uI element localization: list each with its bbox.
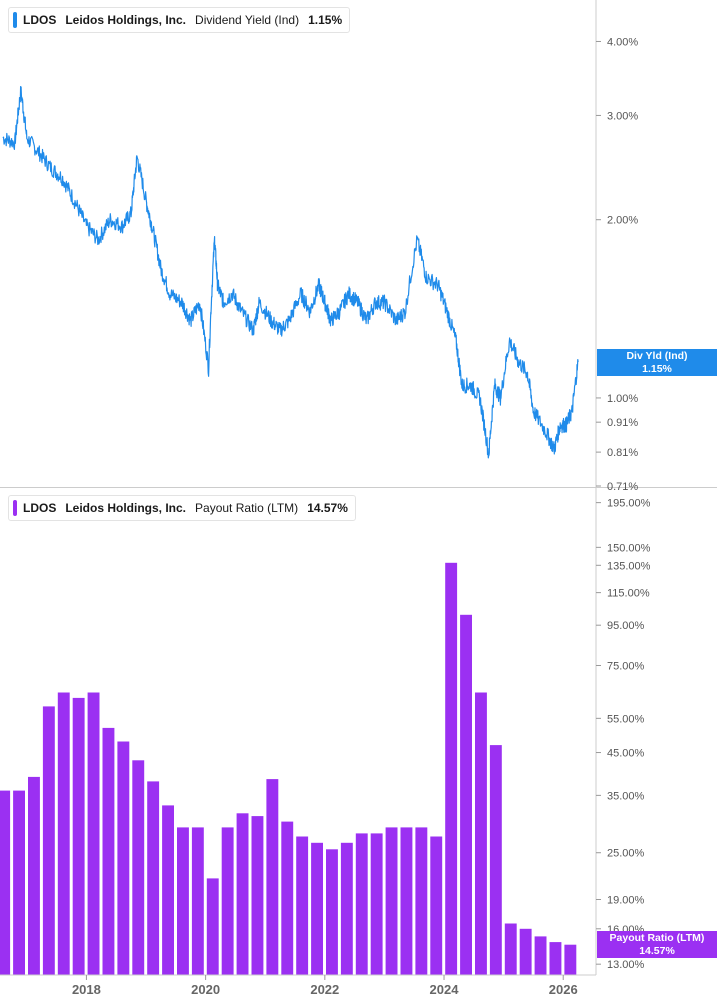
y-tick-label: 19.00% (607, 894, 645, 906)
payout-bar (504, 923, 517, 975)
y-tick-label: 1.00% (607, 393, 638, 405)
payout-bar (162, 805, 174, 975)
payout-bar (57, 692, 70, 975)
yield-panel (2, 86, 579, 459)
payout-bar (355, 833, 368, 975)
payout-bar (206, 878, 219, 975)
payout-bar (430, 836, 443, 975)
payout-bar (191, 827, 204, 975)
x-tick-label: 2024 (430, 982, 460, 997)
legend-metric: Payout Ratio (LTM) (195, 501, 299, 515)
payout-bar (370, 833, 383, 975)
payout-bar (72, 697, 85, 975)
x-tick-label: 2020 (191, 982, 220, 997)
payout-bar (117, 741, 130, 975)
payout-bar (534, 936, 547, 975)
legend-value: 1.15% (308, 13, 343, 27)
payout-bar (266, 779, 279, 975)
payout-bar (519, 928, 532, 975)
y-tick-label: 55.00% (607, 713, 645, 725)
payout-panel (0, 562, 577, 975)
x-tick-label: 2022 (310, 982, 339, 997)
y-tick-label: 3.00% (607, 110, 638, 122)
y-tick-label: 35.00% (607, 790, 645, 802)
y-tick-label: 75.00% (607, 660, 645, 672)
y-tick-label: 2.00% (607, 215, 638, 227)
payout-bar (400, 827, 413, 975)
payout-bar (385, 827, 398, 975)
payout-bar (42, 706, 55, 975)
legend-company: Leidos Holdings, Inc. (65, 501, 187, 515)
x-tick-label: 2018 (72, 982, 101, 997)
payout-bar (460, 614, 472, 975)
payout-bar (236, 813, 249, 975)
legend-company: Leidos Holdings, Inc. (65, 13, 187, 27)
tag-value: 1.15% (642, 362, 672, 375)
payout-bar (340, 842, 353, 975)
y-tick-label: 0.91% (607, 417, 638, 429)
current-yield-tag: Div Yld (Ind) 1.15% (597, 349, 717, 376)
payout-bar (489, 745, 502, 975)
legend-payout-ratio[interactable]: LDOS Leidos Holdings, Inc. Payout Ratio … (8, 495, 356, 521)
payout-bar (0, 790, 11, 975)
current-payout-tag: Payout Ratio (LTM) 14.57% (597, 931, 717, 958)
y-tick-label: 45.00% (607, 748, 645, 760)
y-tick-label: 95.00% (607, 620, 645, 632)
payout-bar (296, 836, 309, 975)
payout-bar (564, 944, 577, 975)
dividend-yield-line (2, 86, 579, 459)
y-tick-label: 4.00% (607, 36, 638, 48)
x-tick-label: 2026 (549, 982, 578, 997)
legend-symbol: LDOS (23, 13, 57, 27)
payout-bar (475, 692, 487, 975)
tag-label: Payout Ratio (LTM) (609, 932, 705, 944)
payout-bar (177, 827, 189, 975)
payout-bar (13, 790, 25, 975)
payout-bar (147, 781, 160, 975)
legend-metric: Dividend Yield (Ind) (195, 13, 300, 27)
legend-symbol: LDOS (23, 501, 57, 515)
payout-bar (445, 562, 458, 975)
series-color-swatch (13, 500, 17, 516)
payout-bar (221, 827, 234, 975)
payout-bar (87, 692, 100, 975)
y-tick-label: 195.00% (607, 498, 651, 510)
tag-label: Div Yld (Ind) (626, 350, 688, 362)
y-tick-label: 150.00% (607, 542, 651, 554)
payout-bar (132, 760, 145, 975)
payout-bar (102, 727, 115, 975)
legend-value: 14.57% (307, 501, 348, 515)
payout-bar (28, 776, 40, 975)
payout-bar (251, 816, 264, 975)
payout-bar (549, 942, 562, 975)
payout-bar (281, 821, 294, 975)
legend-dividend-yield[interactable]: LDOS Leidos Holdings, Inc. Dividend Yiel… (8, 7, 351, 33)
y-tick-label: 115.00% (607, 588, 650, 600)
y-tick-label: 0.81% (607, 447, 638, 459)
y-tick-label: 13.00% (607, 959, 645, 971)
y-tick-label: 135.00% (607, 560, 651, 572)
y-tick-label: 25.00% (607, 848, 645, 860)
y-tick-label: 0.71% (607, 481, 638, 493)
tag-value: 14.57% (639, 944, 675, 957)
payout-bar (326, 849, 338, 975)
payout-bar (415, 827, 428, 975)
payout-bar (311, 842, 323, 975)
series-color-swatch (13, 12, 17, 28)
